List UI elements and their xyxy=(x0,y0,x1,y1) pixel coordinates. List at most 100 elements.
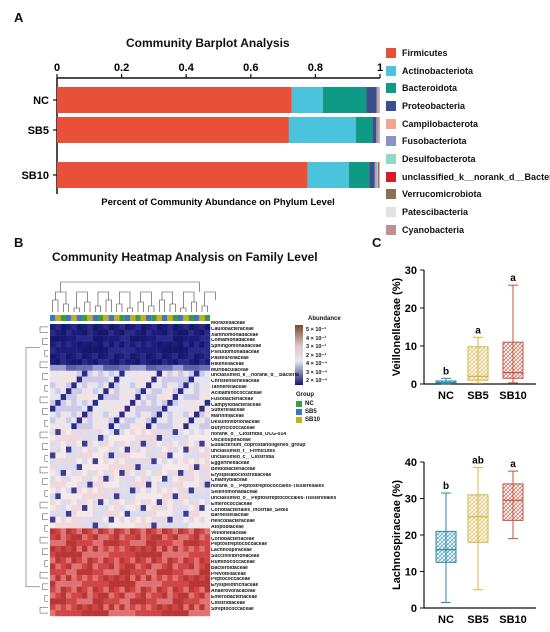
heatmap-cell xyxy=(87,487,93,494)
bar-segment xyxy=(291,87,323,113)
heatmap-cell xyxy=(124,382,131,389)
heatmap-row-label: Prevotellaceae xyxy=(211,571,247,577)
heatmap-cell xyxy=(178,353,184,360)
heatmap-cell xyxy=(71,510,77,517)
heatmap-cell xyxy=(71,429,77,436)
heatmap-cell xyxy=(194,551,200,558)
heatmap-cell xyxy=(55,580,61,587)
heatmap-cell xyxy=(140,557,147,564)
heatmap-cell xyxy=(119,405,125,412)
heatmap-cell xyxy=(114,388,120,395)
heatmap-cell xyxy=(50,423,56,430)
heatmap-cell xyxy=(140,505,147,512)
heatmap-cell xyxy=(167,324,173,331)
heatmap-cell xyxy=(50,388,56,395)
heatmap-cell xyxy=(156,516,163,523)
heatmap-cell xyxy=(82,324,88,331)
bar-segment xyxy=(378,162,380,188)
heatmap-cell xyxy=(162,586,168,593)
panel-label-c: C xyxy=(372,235,382,250)
heatmap-cell xyxy=(146,522,152,529)
heatmap-cell xyxy=(66,510,72,517)
legend-label: Firmicutes xyxy=(402,47,448,58)
heatmap-cell xyxy=(183,423,189,430)
heatmap-row-label: Eubacterium_coprostanoligenes_group xyxy=(211,443,306,449)
heatmap-cell xyxy=(108,341,115,348)
heatmap-cell xyxy=(50,475,56,482)
heatmap-cell xyxy=(204,429,211,436)
heatmap-cell xyxy=(130,586,136,593)
heatmap-cell xyxy=(66,522,72,529)
heatmap-cell xyxy=(55,394,61,401)
heatmap-cell xyxy=(60,446,67,453)
heatmap-cell xyxy=(156,586,163,593)
heatmap-cell xyxy=(172,516,179,523)
heatmap-cell xyxy=(119,341,125,348)
heatmap-cell xyxy=(146,353,152,360)
heatmap-cell xyxy=(55,458,61,465)
heatmap-cell xyxy=(135,370,141,377)
heatmap-cell xyxy=(114,452,120,459)
heatmap-cell xyxy=(199,610,205,617)
heatmap-cell xyxy=(60,434,67,441)
heatmap-cell xyxy=(135,499,141,506)
heatmap-cell xyxy=(156,329,163,336)
heatmap-cell xyxy=(98,411,104,418)
heatmap-cell xyxy=(50,452,56,459)
bar-segment xyxy=(375,162,377,188)
significance-label: a xyxy=(475,325,481,336)
heatmap-cell xyxy=(130,411,136,418)
heatmap-cell xyxy=(199,464,205,471)
heatmap-cell xyxy=(92,580,99,587)
heatmap-cell xyxy=(66,540,72,547)
heatmap-cell xyxy=(140,423,147,430)
heatmap-cell xyxy=(108,586,115,593)
dendrogram-branch xyxy=(161,291,173,304)
heatmap-cell xyxy=(199,499,205,506)
heatmap-cell xyxy=(172,493,179,500)
heatmap-cell xyxy=(119,610,125,617)
heatmap-cell xyxy=(124,522,131,529)
heatmap-cell xyxy=(167,610,173,617)
heatmap-cell xyxy=(66,359,72,366)
heatmap-cell xyxy=(146,545,152,552)
heatmap-cell xyxy=(124,429,131,436)
heatmap-cell xyxy=(130,440,136,447)
bar-segment xyxy=(348,162,370,188)
bar-segment xyxy=(376,117,378,143)
heatmap-cell xyxy=(204,563,211,570)
heatmap-cell xyxy=(162,551,168,558)
heatmap-cell xyxy=(71,440,77,447)
heatmap-cell xyxy=(199,359,205,366)
heatmap-row-label: Streptococcaceae xyxy=(211,606,254,612)
heatmap-cell xyxy=(76,411,83,418)
heatmap-cell xyxy=(183,610,189,617)
heatmap-cell xyxy=(124,417,131,424)
heatmap-cell xyxy=(167,592,173,599)
heatmap-cell xyxy=(167,347,173,354)
heatmap-cell xyxy=(55,551,61,558)
heatmap-cell xyxy=(82,475,88,482)
heatmap-cell xyxy=(172,464,179,471)
heatmap-cell xyxy=(194,493,200,500)
heatmap-cell xyxy=(82,470,88,477)
heatmap-cell xyxy=(156,394,163,401)
heatmap-cell xyxy=(98,569,104,576)
heatmap-cell xyxy=(194,335,200,342)
heatmap-cell xyxy=(178,557,184,564)
heatmap-cell xyxy=(82,446,88,453)
heatmap-row-label: Erysipelotrichaceae xyxy=(211,583,259,589)
heatmap-cell xyxy=(140,580,147,587)
heatmap-cell xyxy=(66,324,72,331)
legend-tick: 3 × 10⁻¹ xyxy=(306,344,327,350)
heatmap-cell xyxy=(108,370,115,377)
heatmap-cell xyxy=(140,540,147,547)
heatmap-cell xyxy=(199,493,205,500)
heatmap-cell xyxy=(151,347,157,354)
heatmap-title: Community Heatmap Analysis on Family Lev… xyxy=(52,250,318,264)
y-tick-label: 30 xyxy=(405,494,417,506)
heatmap-cell xyxy=(66,569,72,576)
heatmap-cell xyxy=(146,364,152,371)
heatmap-cell xyxy=(151,470,157,477)
group-strip-cell xyxy=(66,315,72,321)
